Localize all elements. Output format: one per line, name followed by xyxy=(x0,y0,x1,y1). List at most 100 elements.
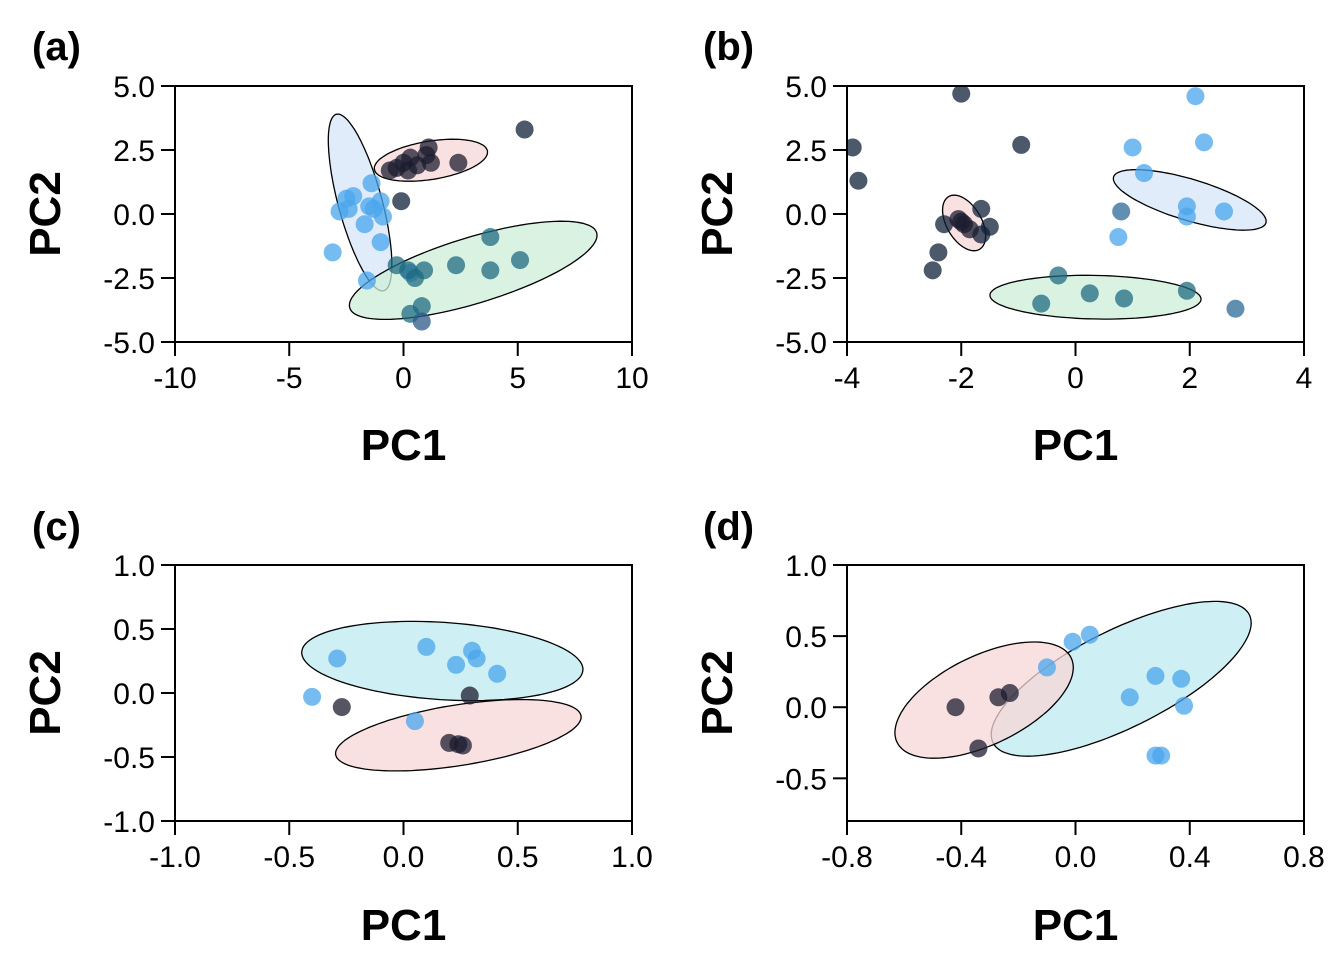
data-point xyxy=(946,698,965,717)
data-point xyxy=(1177,207,1196,226)
x-tick-label: -0.5 xyxy=(263,841,315,874)
y-axis-title: PC2 xyxy=(21,650,70,736)
x-axis-title: PC1 xyxy=(1033,901,1119,950)
data-point xyxy=(1146,666,1165,685)
y-tick-label: 2.5 xyxy=(785,135,827,168)
data-point xyxy=(303,687,322,706)
plot-area xyxy=(847,86,1267,320)
data-point xyxy=(1063,632,1082,651)
y-tick-label: 1.0 xyxy=(785,550,827,583)
data-point xyxy=(412,312,431,331)
data-point xyxy=(511,251,530,270)
data-point xyxy=(460,686,479,705)
data-point xyxy=(419,138,438,157)
y-tick-label: -2.5 xyxy=(775,263,827,296)
x-tick-label: -5 xyxy=(276,362,303,395)
ellipse-3 xyxy=(348,220,598,321)
data-point xyxy=(373,207,392,226)
data-point xyxy=(1226,299,1245,318)
data-point xyxy=(1080,284,1099,303)
y-tick-label: 5.0 xyxy=(785,71,827,104)
panel-2: -4 -2 0 2 4 5.0 2.5 0.0 -2.5 -5.0 PC1 PC2 (b) xyxy=(693,25,1312,470)
data-point xyxy=(1000,684,1019,702)
data-point xyxy=(1012,135,1031,154)
data-point xyxy=(447,256,466,275)
y-tick-label: -0.5 xyxy=(103,742,155,775)
y-tick-label: -5.0 xyxy=(103,327,155,360)
y-tick-label: 5.0 xyxy=(113,71,155,104)
data-point xyxy=(1215,202,1234,221)
x-tick-label: -1.0 xyxy=(149,841,201,874)
x-axis-title: PC1 xyxy=(1033,421,1119,470)
x-tick-label: -0.4 xyxy=(935,841,987,874)
x-tick-label: 2 xyxy=(1181,362,1198,395)
data-point xyxy=(392,192,411,211)
y-axis-title: PC2 xyxy=(693,171,742,257)
data-point xyxy=(1037,658,1056,677)
data-point xyxy=(332,698,351,717)
x-tick-label: 0 xyxy=(395,362,412,395)
data-point xyxy=(847,138,862,157)
data-point xyxy=(417,637,436,656)
data-point xyxy=(952,86,971,103)
y-tick-label: -2.5 xyxy=(103,263,155,296)
ellipse-2 xyxy=(334,698,582,772)
data-point xyxy=(972,199,991,218)
data-point xyxy=(849,171,868,190)
panel-3: -1.0 -0.5 0.0 0.5 1.0 1.0 0.5 0.0 -0.5 -1.0 PC1 PC2… xyxy=(21,505,653,950)
y-tick-label: -1.0 xyxy=(103,806,155,839)
data-point xyxy=(1135,164,1154,183)
data-point xyxy=(1195,133,1214,152)
data-point xyxy=(399,161,418,180)
data-point xyxy=(453,736,472,755)
x-axis-title: PC1 xyxy=(361,421,447,470)
data-point xyxy=(488,664,507,683)
y-tick-label: 0.0 xyxy=(113,678,155,711)
data-point xyxy=(1080,625,1099,644)
data-point xyxy=(952,212,971,231)
x-tick-label: -0.8 xyxy=(821,841,873,874)
data-point xyxy=(935,215,954,234)
plot-area xyxy=(894,600,1252,765)
plot-area xyxy=(323,113,598,331)
y-tick-label: 1.0 xyxy=(113,550,155,583)
x-tick-label: -4 xyxy=(834,362,861,395)
data-point xyxy=(481,228,500,247)
data-point xyxy=(362,174,381,193)
data-point xyxy=(1123,138,1142,157)
data-point xyxy=(467,649,486,668)
data-point xyxy=(1109,228,1128,247)
data-point xyxy=(339,199,358,218)
y-axis-title: PC2 xyxy=(21,171,70,257)
data-point xyxy=(447,655,466,674)
x-tick-label: 0.4 xyxy=(1169,841,1211,874)
x-tick-label: -10 xyxy=(153,362,196,395)
x-tick-label: 1.0 xyxy=(611,841,653,874)
x-tick-label: 0.8 xyxy=(1283,841,1325,874)
panel-label: (a) xyxy=(32,25,81,69)
ellipse-2 xyxy=(894,641,1074,759)
data-point xyxy=(357,271,376,290)
data-point xyxy=(405,712,424,731)
y-axis-title: PC2 xyxy=(693,650,742,736)
data-point xyxy=(1115,289,1134,308)
data-point xyxy=(481,261,500,280)
x-tick-label: 4 xyxy=(1296,362,1313,395)
y-tick-label: -0.5 xyxy=(775,763,827,796)
plot-area xyxy=(301,620,584,772)
data-point xyxy=(1049,266,1068,285)
panel-label: (c) xyxy=(32,505,81,549)
data-point xyxy=(923,261,942,280)
panel-label: (b) xyxy=(703,25,754,69)
y-tick-label: 0.0 xyxy=(785,199,827,232)
data-point xyxy=(328,649,347,668)
data-point xyxy=(371,233,390,252)
data-point xyxy=(1152,746,1171,765)
panel-1: -10 -5 0 5 10 5.0 2.5 0.0 -2.5 -5.0 PC1 PC2 (a) xyxy=(21,25,649,470)
ellipse-1 xyxy=(990,600,1252,757)
data-point xyxy=(415,261,434,280)
data-point xyxy=(1032,294,1051,313)
data-point xyxy=(1120,688,1139,707)
data-point xyxy=(1112,202,1131,221)
